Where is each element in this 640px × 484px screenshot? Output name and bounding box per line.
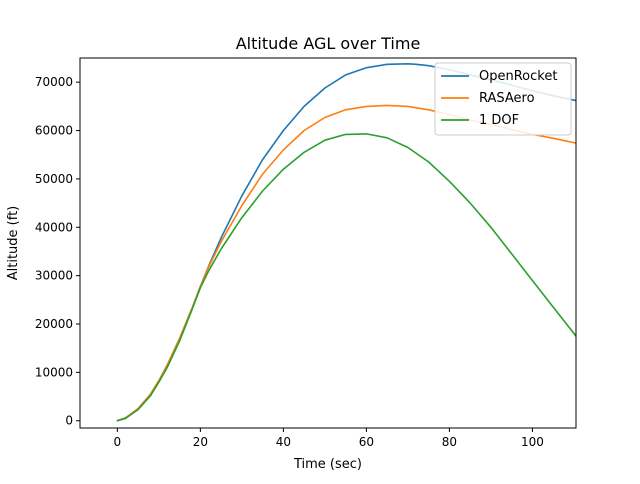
y-axis-label: Altitude (ft) (6, 206, 21, 281)
series-line-1-dof (116, 133, 576, 422)
y-axis: 0 10000 20000 30000 40000 50000 60000 70000 (35, 75, 80, 428)
chart-title: Altitude AGL over Time (236, 34, 421, 53)
x-tick-label: 100 (521, 435, 544, 449)
x-axis-label: Time (sec) (293, 457, 362, 472)
y-tick-label: 20000 (35, 317, 73, 331)
legend-box (434, 62, 572, 136)
y-tick-label: 50000 (35, 172, 73, 186)
x-axis: 0 20 40 60 80 100 (114, 428, 544, 449)
x-tick-label: 80 (442, 435, 457, 449)
y-tick-label: 40000 (35, 220, 73, 234)
plot-area: 0 20 40 60 80 100 0 10000 20000 30000 40000 50000 6… (35, 57, 577, 449)
plot-frame (79, 57, 577, 429)
y-tick-label: 30000 (35, 269, 73, 283)
legend-label: OpenRocket (479, 69, 557, 84)
y-tick-label: 70000 (35, 75, 73, 89)
legend: OpenRocket RASAero 1 DOF (434, 62, 572, 136)
legend-label: RASAero (479, 91, 535, 106)
x-tick-label: 20 (193, 435, 208, 449)
x-tick-label: 40 (276, 435, 291, 449)
y-tick-label: 60000 (35, 124, 73, 138)
x-tick-label: 0 (114, 435, 122, 449)
legend-label: 1 DOF (479, 113, 519, 128)
x-tick-label: 60 (359, 435, 374, 449)
y-tick-label: 10000 (35, 365, 73, 379)
y-tick-label: 0 (65, 414, 73, 428)
